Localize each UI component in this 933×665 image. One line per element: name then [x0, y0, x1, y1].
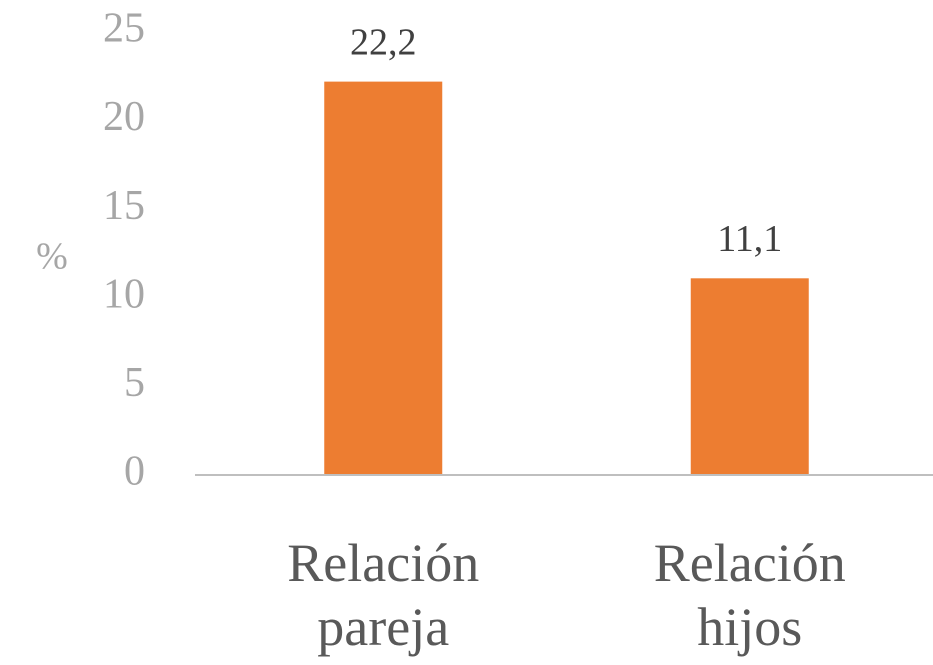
y-tick-label: 25 [103, 6, 145, 52]
y-tick-label: 15 [103, 183, 145, 229]
data-label: 11,1 [717, 218, 782, 260]
data-label: 22,2 [350, 21, 417, 63]
y-axis-label: % [36, 236, 68, 278]
y-tick-label: 20 [103, 94, 145, 140]
y-tick-label: 0 [124, 449, 145, 495]
y-tick-label: 5 [124, 360, 145, 406]
x-tick-label: Relación hijos [653, 533, 846, 657]
bar [324, 81, 443, 475]
x-tick-label: Relación pareja [287, 533, 480, 657]
bar [690, 278, 809, 475]
y-tick-label: 10 [103, 271, 145, 317]
